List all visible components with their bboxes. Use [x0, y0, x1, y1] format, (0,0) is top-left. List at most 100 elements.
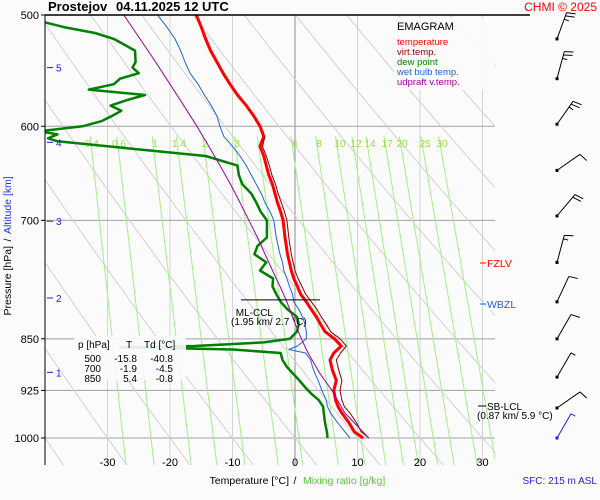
table-cell: 500: [84, 354, 101, 365]
legend: EMAGRAM temperature virt.temp. dew point…: [394, 18, 494, 90]
x-axis-label-mixing-ratio: Mixing ratio [g/kg]: [303, 475, 385, 487]
barb-staff: [556, 413, 572, 439]
wind-barb: [555, 51, 574, 81]
dry-adiabat-line: [192, 15, 495, 384]
barb-half-feather: [562, 57, 568, 61]
dry-adiabat-line: [89, 15, 444, 465]
dry-adiabat-line: [397, 15, 495, 128]
ml-ccl-value: (1.95 km/ 2.7 °C): [231, 317, 307, 328]
barb-half-feather: [564, 18, 570, 22]
mixing-ratio-line: [351, 136, 404, 465]
x-tick-label: -10: [225, 457, 241, 469]
mixing-ratio-line: [233, 136, 279, 465]
mixing-ratio-label: 1.4: [172, 139, 186, 150]
dry-adiabat-line: [529, 0, 600, 468]
y-tick-label: 1000: [15, 433, 39, 445]
sounding-table: p [hPa] T Td [°C] 500 -15.8 -40.8 700 -1…: [74, 336, 186, 385]
copyright: CHMI © 2025: [524, 0, 597, 14]
table-cell: -0.8: [156, 374, 174, 385]
dry-adiabat-line: [243, 15, 495, 317]
y-axis-label-pressure: Pressure [hPa]: [2, 246, 14, 316]
mixing-ratio-label: 6: [292, 139, 298, 150]
barb-feather: [572, 196, 582, 202]
mixing-ratio-line: [334, 136, 387, 465]
wind-barb: [555, 100, 582, 126]
series-temperature: [194, 15, 364, 440]
station-title: Prostejov: [48, 0, 108, 14]
wind-barbs: [555, 12, 588, 440]
altitude-tick-label: 4: [56, 138, 62, 149]
annotations-layer: [241, 262, 486, 407]
barb-staff: [556, 276, 570, 303]
barb-staff: [556, 314, 572, 340]
ml-ccl-annotation: ML-CCL (1.95 km/ 2.7 °C): [231, 308, 307, 328]
altitude-tick-label: 2: [56, 294, 62, 305]
mixing-ratio-line: [365, 136, 419, 465]
barb-feather: [566, 12, 576, 15]
series-dew-point: [45, 21, 329, 439]
barb-staff: [556, 101, 574, 125]
altitude-tick-label: 1: [56, 368, 62, 379]
wind-barb: [555, 153, 588, 172]
legend-updraft-vtemp: udpraft v.temp.: [397, 77, 460, 88]
barb-station-dot: [555, 77, 559, 81]
mixing-ratio-label: 30: [436, 139, 448, 150]
mixing-ratio-line: [315, 136, 366, 465]
mixing-ratio-line: [383, 136, 439, 465]
table-header-p: p [hPa]: [78, 340, 110, 351]
legend-dew-point: dew point: [397, 57, 438, 68]
wbzl-annotation: WBZL: [486, 298, 518, 311]
wind-barb: [555, 12, 576, 41]
mixing-ratio-lines: 0.4 0.6 1 1.4 2 3 4 6 8 10 12 14 17 20 25 30: [85, 136, 495, 465]
barb-feather: [579, 153, 588, 161]
y-axis-label: Pressure [hPa] / Altitude [km]: [2, 176, 14, 315]
barb-half-feather: [563, 238, 569, 241]
x-tick-label: 20: [414, 457, 426, 469]
y-tick-label: 500: [21, 10, 39, 22]
mixing-ratio-label: 1: [152, 139, 158, 150]
barb-station-dot: [555, 37, 559, 41]
wind-barb: [555, 413, 576, 440]
surface-label: SFC: 215 m ASL: [523, 476, 598, 487]
x-axis-label-separator: /: [294, 475, 297, 487]
mixing-ratio-label: 25: [419, 139, 431, 150]
table-header-t: T: [126, 340, 132, 351]
mixing-ratio-line: [398, 136, 455, 465]
legend-temperature: temperature: [397, 37, 448, 48]
mixing-ratio-label: 12: [350, 139, 362, 150]
table-cell: 850: [84, 374, 101, 385]
altitude-tick-label: 5: [56, 64, 62, 75]
series-wet-bulb-temp: [157, 15, 351, 439]
barb-feather: [568, 275, 578, 279]
y-tick-label: 600: [21, 121, 39, 133]
mixing-ratio-label: 20: [396, 139, 408, 150]
barb-staff: [556, 391, 581, 409]
barb-station-dot: [555, 122, 559, 126]
table-cell: -15.8: [114, 354, 137, 365]
table-cell: -40.8: [150, 354, 173, 365]
barb-feather: [565, 15, 575, 18]
table-header-td: Td [°C]: [144, 340, 175, 351]
table-cell: 700: [84, 364, 101, 375]
dry-adiabat-line: [45, 178, 255, 465]
mixing-ratio-line: [89, 136, 127, 465]
datetime-title: 04.11.2025 12 UTC: [116, 0, 229, 14]
mixing-ratio-label: 2: [202, 139, 208, 150]
wind-barb: [555, 391, 588, 410]
mixing-ratio-label: 17: [381, 139, 393, 150]
barb-staff: [556, 12, 568, 40]
wind-barb: [555, 352, 576, 379]
barb-half-feather: [570, 413, 576, 417]
barb-station-dot: [555, 214, 559, 218]
fzlv-annotation: FZLV: [486, 257, 516, 270]
barb-half-feather: [570, 352, 576, 356]
wind-barb: [555, 234, 574, 264]
ml-ccl-label: ML-CCL: [236, 308, 274, 319]
y-tick-label: 700: [21, 215, 39, 227]
barb-feather: [579, 391, 588, 399]
barb-staff: [556, 153, 581, 171]
barb-station-dot: [555, 406, 559, 410]
wbzl-label: WBZL: [487, 299, 516, 311]
